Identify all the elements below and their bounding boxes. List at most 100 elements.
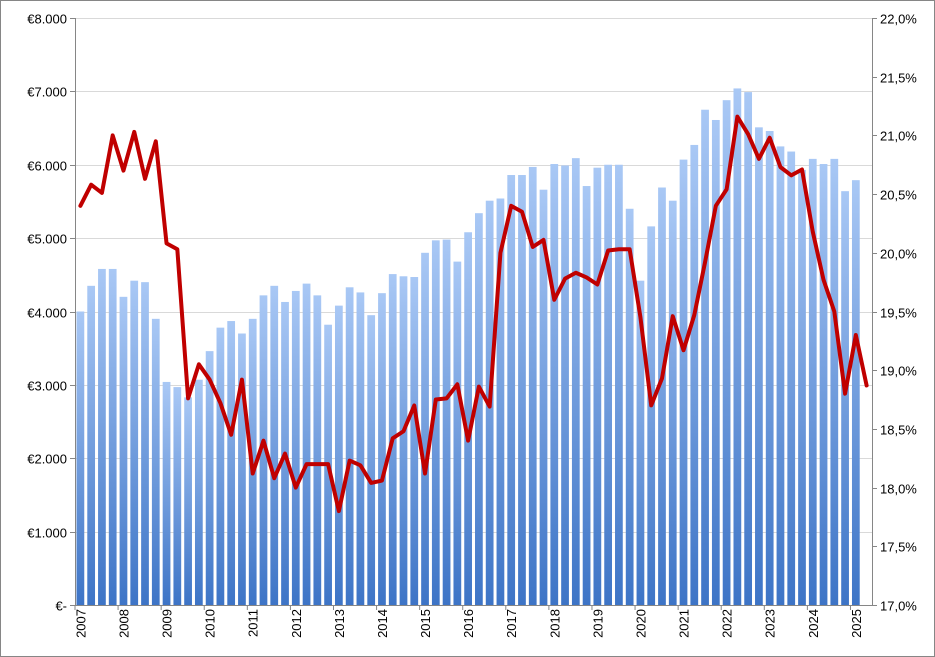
bar [507, 175, 516, 605]
bar [851, 180, 860, 605]
x-tick-label: 2009 [160, 609, 175, 638]
bar [162, 381, 171, 605]
y-right-tick-label: 21,0% [880, 129, 917, 144]
x-tick-label: 2022 [720, 609, 735, 638]
bar [604, 164, 612, 605]
bar [711, 119, 720, 606]
bar [615, 164, 623, 605]
bar [270, 285, 279, 605]
x-tick-label: 2013 [332, 609, 347, 638]
x-tick-label: 2015 [418, 609, 433, 638]
bar [647, 226, 656, 605]
x-tick-label: 2018 [547, 609, 562, 638]
bar [313, 295, 322, 605]
bar [367, 315, 376, 605]
bar [755, 127, 763, 605]
bar [808, 158, 817, 605]
bar [259, 295, 268, 605]
y-left-tick-label: €5.000 [27, 232, 67, 247]
x-tick-label: 2017 [504, 609, 519, 638]
bar [141, 282, 149, 605]
bar [776, 146, 785, 605]
bar [496, 198, 505, 605]
bar [636, 280, 645, 605]
bar [539, 189, 548, 605]
bar [464, 232, 472, 605]
gridlines [75, 18, 872, 606]
bar [98, 268, 106, 605]
bar [76, 311, 85, 605]
bar [475, 213, 483, 605]
y-left-tick-label: €- [55, 599, 67, 614]
bar [561, 165, 569, 606]
x-tick-label: 2025 [849, 609, 864, 638]
bar [690, 144, 699, 605]
bar [431, 240, 440, 605]
bar [787, 151, 796, 606]
bar [798, 169, 806, 605]
y-right-tick-label: 20,0% [880, 247, 917, 262]
bar [593, 167, 602, 605]
line-series-path [78, 114, 869, 514]
y-right-tick-label: 20,5% [880, 188, 917, 203]
bar [356, 292, 365, 605]
bar [87, 285, 96, 605]
y-right-tick-label: 17,0% [880, 599, 917, 614]
bar [518, 175, 526, 605]
bar [216, 327, 225, 605]
bar [378, 293, 386, 605]
bar [410, 277, 419, 605]
y-left-tick-label: €4.000 [27, 306, 67, 321]
bar [571, 158, 580, 605]
bar [679, 159, 688, 606]
bar [668, 200, 677, 605]
y-left-tick-label: €6.000 [27, 159, 67, 174]
x-tick-label: 2012 [289, 609, 304, 638]
y-left-tick-label: €7.000 [27, 85, 67, 100]
bar [291, 290, 300, 605]
bar [173, 387, 182, 605]
y-right-tick-label: 22,0% [880, 12, 917, 27]
x-tick-label: 2011 [246, 609, 261, 637]
x-tick-label: 2010 [203, 609, 218, 638]
line-series [78, 114, 869, 514]
y-right-tick-label: 18,5% [880, 423, 917, 438]
bar [130, 280, 139, 605]
bar [194, 379, 203, 605]
bar [765, 131, 774, 605]
x-tick-label: 2014 [375, 609, 390, 638]
x-tick-label: 2023 [763, 609, 778, 638]
y-left-tick-label: €3.000 [27, 379, 67, 394]
bar [582, 186, 591, 605]
bar [205, 351, 214, 605]
y-right-tick-label: 17,5% [880, 540, 917, 555]
x-tick-label: 2019 [590, 609, 605, 638]
x-tick-label: 2007 [73, 609, 88, 638]
bar-series [76, 88, 860, 606]
bar [227, 321, 236, 605]
x-tick-label: 2016 [461, 609, 476, 638]
bar [658, 187, 666, 605]
bar [302, 283, 311, 605]
bar [108, 268, 117, 605]
bar [238, 333, 246, 605]
y-left-tick-label: €8.000 [27, 12, 67, 27]
bar [334, 305, 343, 605]
x-tick-label: 2020 [633, 609, 648, 638]
bar [453, 261, 462, 605]
x-tick-label: 2008 [116, 609, 131, 638]
y-left-tick-label: €1.000 [27, 526, 67, 541]
bar [184, 397, 192, 605]
bar [119, 296, 128, 605]
bar [421, 252, 429, 606]
y-right-tick-label: 19,5% [880, 306, 917, 321]
bar [442, 239, 451, 605]
y-right-tick-label: 19,0% [880, 364, 917, 379]
bar [830, 158, 839, 605]
bar [841, 191, 849, 606]
bar [744, 92, 753, 606]
bar [151, 318, 160, 605]
